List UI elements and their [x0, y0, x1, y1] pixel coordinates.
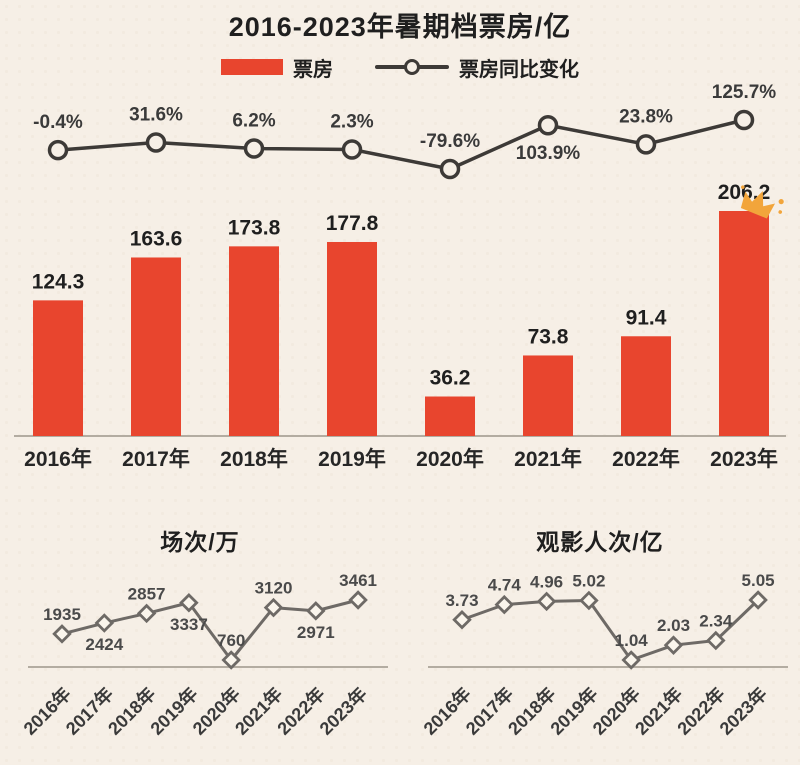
bar-2022年: [621, 336, 671, 436]
legend-line-item: 票房同比变化: [375, 53, 579, 82]
sessions-chart-point-2019年: [179, 592, 199, 613]
crown-icon: [740, 185, 784, 219]
main-x-tick-2022年: 2022年: [612, 447, 680, 471]
sessions-chart-point-2020年: [221, 650, 241, 670]
sessions-chart-point-2021年: [263, 597, 284, 618]
admissions-chart-block: 观影人次/亿 3.73 4.74 4.96 5.02 1.04 2.03 2.34 5.05 2…: [400, 523, 800, 755]
admissions-chart-point-2020年: [621, 650, 641, 670]
admissions-chart-point-2022年: [706, 630, 726, 651]
bar-2021年: [523, 355, 573, 436]
yoy-point-2019年: [341, 139, 363, 160]
admissions-chart-value-label: 4.74: [488, 576, 522, 595]
admissions-chart-value-label: 5.05: [742, 571, 775, 590]
admissions-chart-point-2021年: [663, 635, 684, 655]
admissions-chart-value-label: 3.73: [445, 591, 478, 610]
main-x-tick-2016年: 2016年: [24, 447, 92, 471]
sessions-chart-point-2022年: [306, 601, 326, 621]
sessions-chart-x-tick-2023年: 2023年: [315, 683, 371, 739]
bar-value-label: 173.8: [228, 216, 281, 239]
yoy-point-2017年: [145, 132, 167, 153]
yoy-point-2021年: [537, 114, 559, 136]
admissions-chart-point-2023年: [748, 590, 768, 610]
admissions-chart-point-2016年: [452, 609, 472, 630]
main-x-tick-2018年: 2018年: [220, 447, 288, 471]
legend: 票房 票房同比变化: [0, 53, 800, 81]
yoy-point-2018年: [243, 138, 265, 159]
sessions-chart-point-2016年: [52, 624, 72, 644]
sessions-chart-value-label: 3461: [339, 571, 377, 590]
line-marker-icon: [375, 58, 449, 76]
sessions-chart-value-label: 2857: [128, 584, 166, 603]
yoy-value-label: 125.7%: [712, 82, 777, 103]
legend-bar-item: 票房: [221, 53, 333, 82]
yoy-value-label: -79.6%: [420, 131, 480, 152]
admissions-chart-point-2017年: [494, 594, 515, 615]
yoy-value-label: 23.8%: [619, 106, 673, 127]
sessions-chart-point-2017年: [94, 613, 115, 633]
legend-line-label: 票房同比变化: [459, 58, 579, 81]
main-x-tick-2019年: 2019年: [318, 447, 386, 471]
bar-2016年: [33, 300, 83, 436]
main-x-tick-2020年: 2020年: [416, 447, 484, 471]
sessions-chart-value-label: 3337: [170, 615, 208, 634]
sessions-chart-point-2023年: [348, 590, 368, 610]
sessions-chart-value-label: 1935: [43, 605, 81, 624]
yoy-value-label: 31.6%: [129, 104, 183, 125]
admissions-chart-value-label: 1.04: [615, 631, 649, 650]
small-charts-row: 场次/万 1935 2424 2857 3337 760 3120 2971 3461 2016…: [0, 523, 800, 755]
bar-value-label: 36.2: [430, 366, 471, 389]
admissions-chart-title: 观影人次/亿: [536, 529, 664, 555]
sessions-chart-value-label: 3120: [255, 579, 293, 598]
yoy-value-label: 103.9%: [516, 143, 581, 164]
sessions-line-chart: 19352424285733377603120297134612016年2017…: [19, 571, 388, 739]
admissions-chart-point-2019年: [579, 590, 599, 611]
sessions-chart-title: 场次/万: [160, 529, 240, 555]
bar-2018年: [229, 246, 279, 436]
bar-value-label: 124.3: [32, 270, 85, 293]
bar-2019年: [327, 241, 377, 436]
yoy-point-2020年: [439, 158, 461, 180]
sessions-chart-block: 场次/万 1935 2424 2857 3337 760 3120 2971 3461 2016…: [0, 523, 400, 755]
bar-value-label: 73.8: [528, 325, 569, 348]
yoy-value-label: 2.3%: [330, 111, 373, 132]
bar-2020年: [425, 396, 475, 436]
bar-2017年: [131, 257, 181, 436]
yoy-point-2023年: [733, 109, 755, 131]
admissions-chart-value-label: 2.34: [699, 612, 733, 631]
yoy-line: [57, 118, 745, 171]
sessions-chart-point-2018年: [136, 603, 157, 624]
bar-2023年: [719, 211, 769, 436]
sessions-chart-value-label: 2971: [297, 623, 335, 642]
admissions-line-chart: 3.734.74 4.96 5.021.042.03 2.345.052016年201…: [419, 571, 788, 739]
main-x-tick-2021年: 2021年: [514, 447, 582, 471]
yoy-point-2022年: [635, 134, 657, 155]
yoy-point-2016年: [47, 139, 69, 161]
legend-bar-label: 票房: [293, 58, 333, 81]
admissions-chart-value-label: 4.96: [530, 572, 563, 591]
main-x-tick-2023年: 2023年: [710, 447, 778, 471]
yoy-value-label: 6.2%: [232, 111, 275, 132]
line-marker-circle: [404, 59, 420, 75]
admissions-chart-value-label: 5.02: [572, 571, 605, 590]
admissions-chart-x-tick-2023年: 2023年: [715, 683, 771, 739]
bar-swatch-icon: [221, 59, 283, 75]
page-title: 2016-2023年暑期档票房/亿: [228, 12, 572, 42]
yoy-value-label: -0.4%: [33, 112, 83, 133]
admissions-chart-point-2018年: [536, 591, 557, 612]
sessions-chart-value-label: 2424: [85, 635, 123, 654]
bar-value-label: 91.4: [626, 306, 667, 329]
main-x-tick-2017年: 2017年: [122, 447, 190, 471]
admissions-chart-value-label: 2.03: [657, 616, 690, 635]
bar-value-label: 177.8: [326, 212, 379, 235]
bar-value-label: 163.6: [130, 227, 183, 250]
sessions-chart-value-label: 760: [217, 631, 245, 650]
